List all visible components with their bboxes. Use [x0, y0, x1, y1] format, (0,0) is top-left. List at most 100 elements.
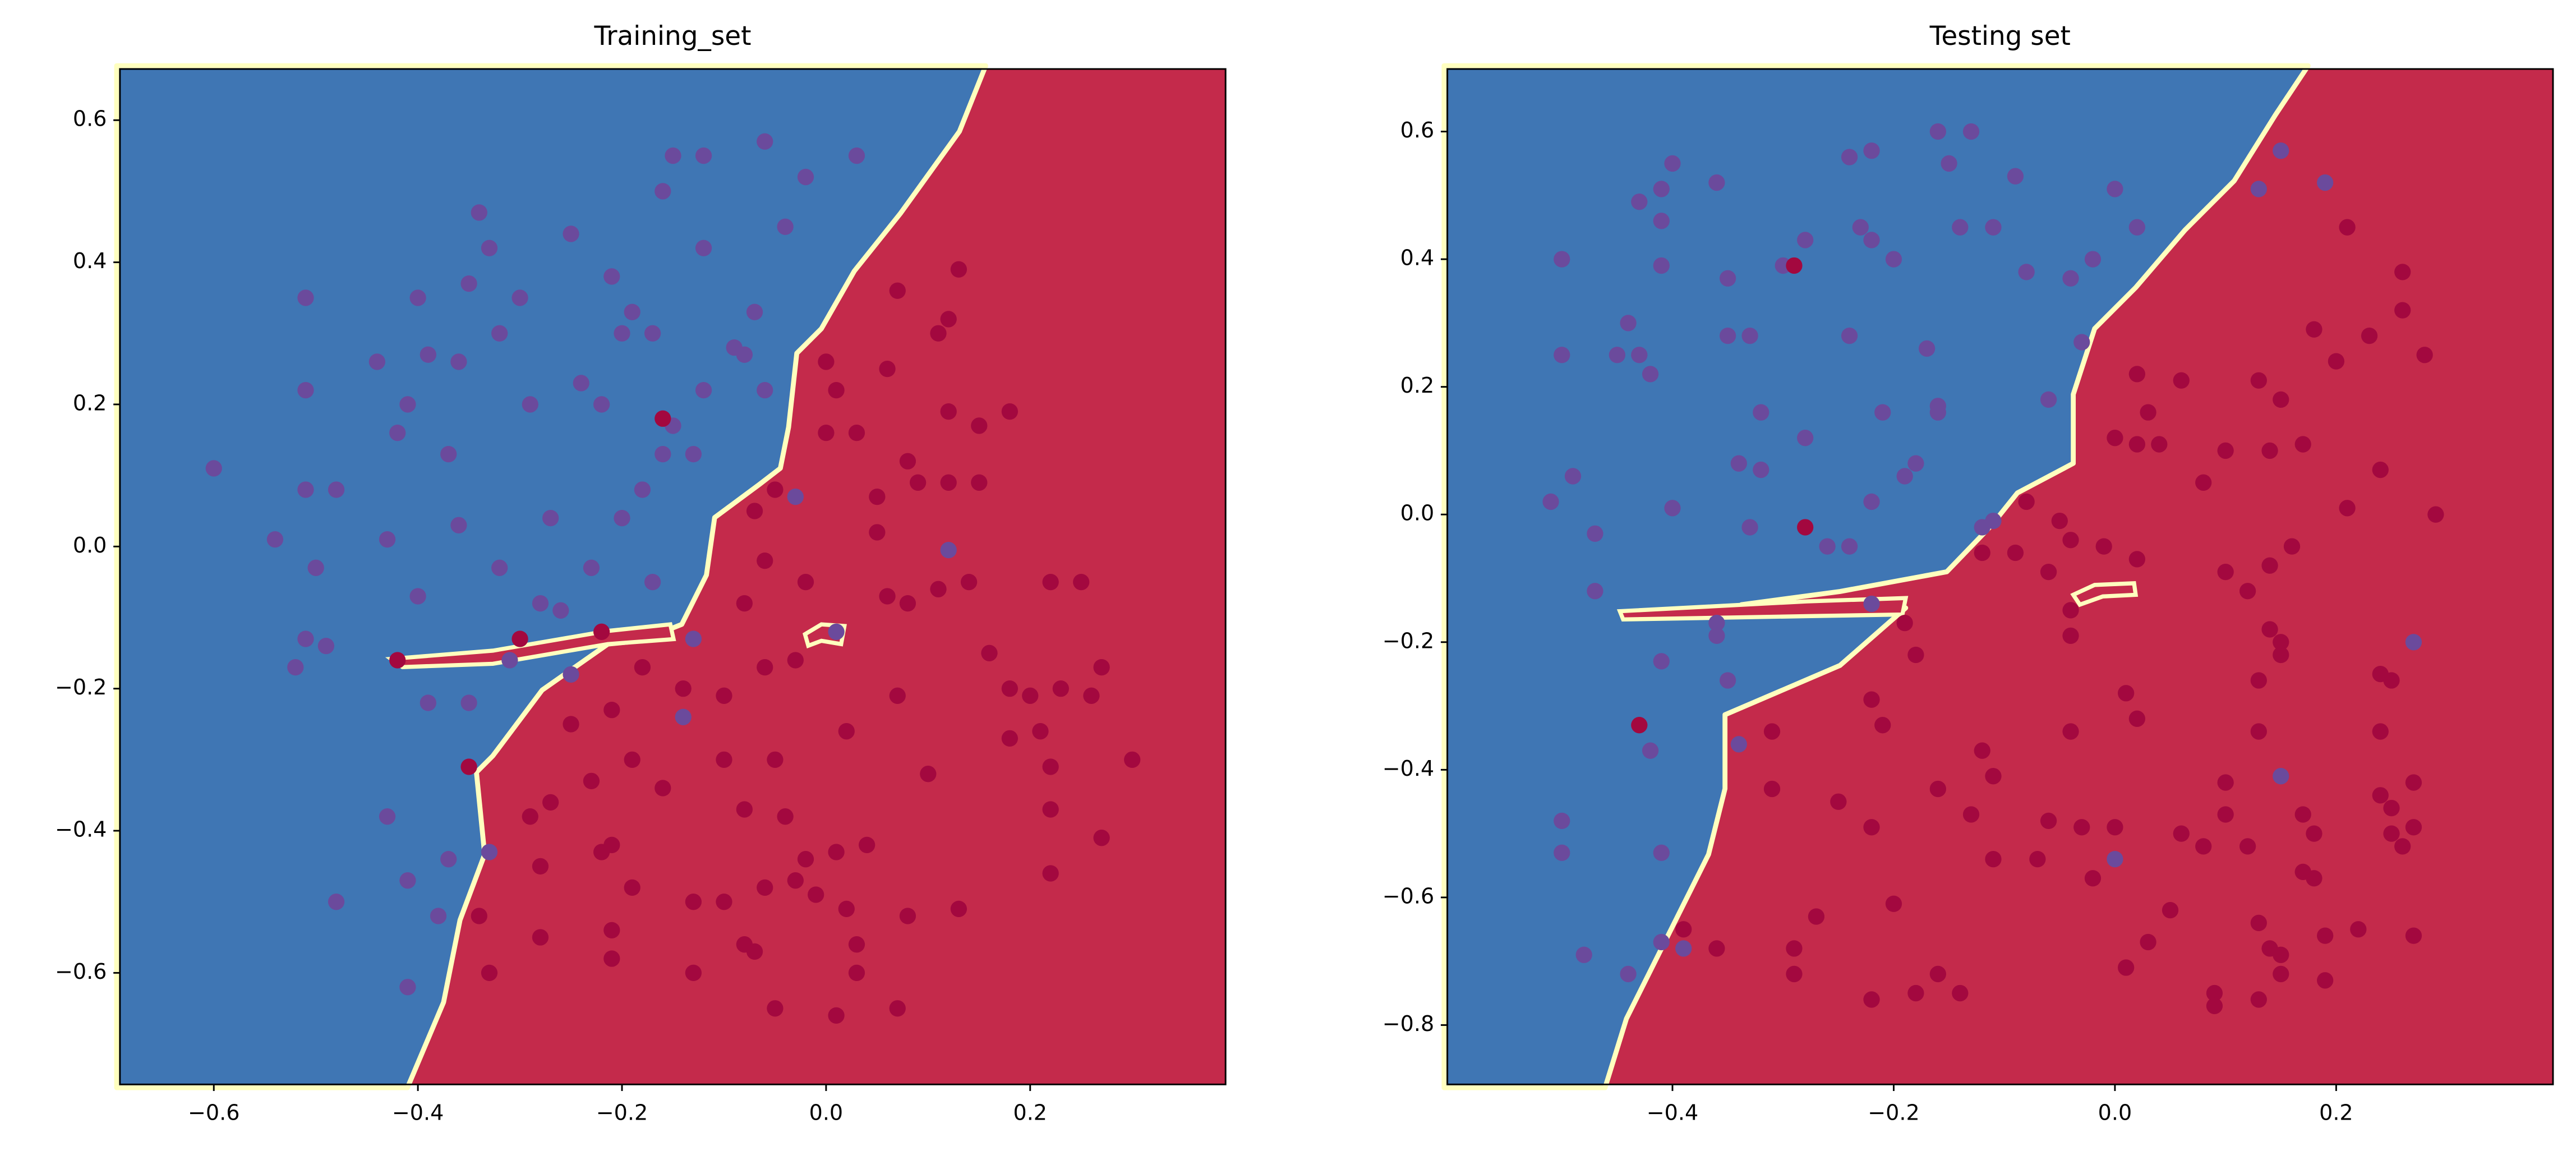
point — [2062, 270, 2079, 287]
point — [1741, 327, 1758, 344]
point — [757, 879, 773, 896]
point — [2250, 372, 2267, 389]
point — [2250, 181, 2267, 197]
point — [930, 581, 947, 597]
point — [1719, 327, 1736, 344]
point — [971, 417, 988, 434]
point — [1554, 844, 1570, 861]
point — [1564, 468, 1582, 485]
point — [971, 474, 988, 491]
point — [2372, 723, 2389, 740]
point — [889, 282, 906, 299]
point — [266, 531, 284, 548]
point — [2383, 799, 2400, 817]
point — [532, 595, 549, 612]
point — [1786, 257, 1803, 274]
point — [1929, 404, 1947, 421]
point — [940, 541, 957, 559]
y-tick-label: −0.4 — [55, 817, 107, 842]
region-blue — [1441, 63, 2311, 1090]
point — [532, 929, 549, 946]
point — [614, 325, 630, 342]
point — [1962, 806, 1980, 823]
point — [940, 311, 957, 328]
point — [767, 1000, 784, 1017]
point — [1730, 455, 1747, 472]
axes-frame — [1446, 68, 2554, 1085]
regions-right — [1441, 63, 2553, 1090]
point — [2350, 921, 2367, 938]
point — [828, 623, 845, 640]
point — [2095, 538, 2112, 555]
point — [420, 346, 436, 363]
point — [2018, 264, 2035, 280]
point — [2217, 806, 2234, 823]
point — [1786, 965, 1803, 983]
point — [1763, 780, 1781, 798]
point — [1863, 232, 1880, 248]
point — [797, 573, 814, 591]
point — [2273, 142, 2289, 159]
x-tick-label: −0.2 — [1868, 1100, 1919, 1125]
chart-title: Testing set — [1929, 21, 2071, 52]
point — [2062, 627, 2079, 645]
point — [1653, 181, 1670, 197]
point — [1052, 680, 1070, 697]
point — [848, 147, 865, 164]
point — [1719, 270, 1736, 287]
point — [1653, 213, 1670, 229]
point — [2007, 544, 2024, 561]
point — [563, 666, 579, 683]
point — [2162, 901, 2179, 919]
point — [746, 303, 763, 320]
point — [2128, 710, 2146, 727]
point — [1708, 627, 1725, 645]
point — [2261, 621, 2278, 638]
point — [746, 943, 763, 960]
point — [460, 694, 477, 711]
point — [1042, 758, 1059, 775]
y-tick-label: 0.2 — [73, 390, 107, 415]
point — [1653, 257, 1670, 274]
point — [2328, 353, 2345, 370]
point — [2118, 685, 2135, 702]
point — [1083, 687, 1100, 704]
point — [1841, 538, 1858, 555]
point — [1863, 991, 1880, 1008]
point — [481, 964, 498, 982]
y-tick-label: 0.4 — [1400, 246, 1435, 270]
point — [603, 268, 620, 285]
point — [1974, 544, 1990, 561]
point — [757, 659, 773, 676]
point — [542, 509, 559, 527]
point — [2007, 168, 2024, 185]
point — [1885, 895, 1902, 912]
region-strip — [1616, 596, 1909, 622]
point — [869, 524, 886, 541]
point — [1962, 123, 1980, 140]
point — [655, 183, 671, 200]
point — [828, 381, 845, 399]
point — [532, 858, 549, 875]
point — [685, 894, 702, 910]
point — [2416, 347, 2433, 363]
point — [1708, 940, 1725, 957]
point — [1941, 155, 1957, 172]
point — [563, 225, 579, 242]
point — [869, 488, 886, 505]
point — [450, 517, 467, 533]
point — [1554, 251, 1570, 268]
point — [1022, 687, 1039, 704]
point — [2273, 768, 2289, 785]
point — [2339, 219, 2356, 236]
point — [1631, 717, 1648, 734]
point — [2394, 302, 2411, 319]
point — [757, 133, 773, 150]
point — [1863, 691, 1880, 708]
point — [2217, 774, 2234, 791]
point — [2317, 927, 2334, 944]
point — [603, 950, 620, 967]
point — [2405, 774, 2422, 791]
y-tick-label: −0.2 — [1383, 628, 1434, 653]
point — [1642, 366, 1659, 383]
